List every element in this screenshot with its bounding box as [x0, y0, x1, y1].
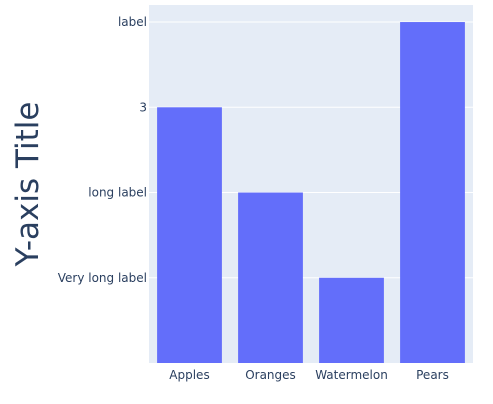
bar-oranges[interactable]: [238, 192, 303, 363]
bar-apples[interactable]: [157, 107, 222, 364]
y-axis-title: Y-axis Title: [10, 102, 46, 268]
y-tick-labels: Very long label long label 3 label: [58, 15, 147, 285]
y-tick-label: long label: [88, 186, 147, 200]
x-tick-label: Apples: [169, 368, 209, 382]
x-tick-label: Watermelon: [315, 368, 388, 382]
x-tick-labels: Apples Oranges Watermelon Pears: [169, 368, 449, 382]
y-tick-label: Very long label: [58, 271, 147, 285]
bars: [157, 22, 465, 364]
y-tick-label: 3: [139, 100, 147, 114]
x-tick-label: Oranges: [245, 368, 296, 382]
bar-pears[interactable]: [400, 22, 465, 364]
x-tick-label: Pears: [416, 368, 449, 382]
bar-watermelon[interactable]: [319, 277, 384, 363]
y-tick-label: label: [118, 15, 147, 29]
